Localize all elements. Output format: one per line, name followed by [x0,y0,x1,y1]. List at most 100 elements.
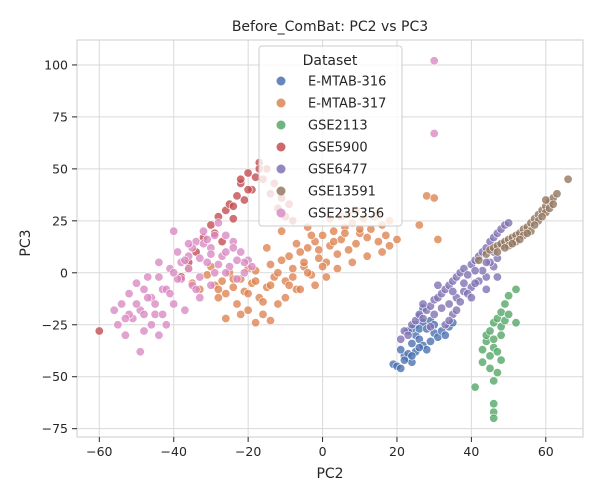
point-e-mtab-316 [396,363,406,373]
point-gse235356 [429,129,439,139]
point-gse2113 [496,307,506,317]
point-gse13591 [548,199,558,209]
legend-title: Dataset [303,53,358,69]
y-tick-label: −75 [42,421,68,436]
point-gse2113 [500,299,510,309]
point-e-mtab-317 [273,299,283,309]
y-tick-label: 100 [44,57,68,72]
legend-label-gse13591: GSE13591 [308,185,376,200]
point-e-mtab-316 [414,343,424,353]
legend-label-e-mtab-316: E-MTAB-316 [308,75,386,90]
point-gse2113 [496,330,506,340]
point-e-mtab-317 [251,318,261,328]
point-e-mtab-317 [236,309,246,319]
point-gse235356 [232,274,242,284]
point-gse13591 [474,255,484,265]
point-gse235356 [195,272,205,282]
point-e-mtab-317 [258,309,268,319]
point-e-mtab-317 [232,299,242,309]
point-gse235356 [180,305,190,315]
point-gse5900 [243,168,253,178]
chart-title: Before_ComBat: PC2 vs PC3 [232,19,428,35]
point-gse2113 [489,376,499,386]
point-gse13591 [530,220,540,230]
point-gse235356 [169,268,179,278]
point-e-mtab-317 [299,257,309,267]
point-e-mtab-317 [273,268,283,278]
point-gse235356 [247,262,257,272]
point-gse235356 [173,247,183,257]
x-tick-label: −60 [86,444,112,459]
point-gse13591 [541,195,551,205]
point-e-mtab-317 [329,237,339,247]
point-gse2113 [477,345,487,355]
point-e-mtab-317 [318,262,328,272]
point-gse2113 [477,357,487,367]
legend-label-gse6477: GSE6477 [308,163,368,178]
point-e-mtab-317 [288,264,298,274]
legend-marker-gse2113 [276,120,286,130]
point-gse13591 [522,228,532,238]
point-e-mtab-317 [351,239,361,249]
point-gse6477 [425,322,435,332]
point-gse6477 [429,309,439,319]
y-tick-label: −25 [42,317,68,332]
point-e-mtab-316 [422,345,432,355]
x-tick-label: −20 [235,444,261,459]
point-gse2113 [504,309,514,319]
point-e-mtab-317 [392,235,402,245]
point-gse5900 [228,214,238,224]
point-gse6477 [504,218,514,228]
point-gse2113 [485,326,495,336]
point-e-mtab-317 [277,255,287,265]
point-gse2113 [511,284,521,294]
point-gse6477 [437,303,447,313]
point-e-mtab-317 [362,251,372,261]
point-gse13591 [500,243,510,253]
point-gse5900 [94,326,104,336]
point-gse2113 [492,368,502,378]
point-e-mtab-317 [329,226,339,236]
point-gse235356 [165,289,175,299]
point-e-mtab-317 [265,280,275,290]
point-e-mtab-317 [314,253,324,263]
point-e-mtab-317 [429,193,439,203]
point-e-mtab-317 [310,280,320,290]
y-tick-label: 75 [52,109,68,124]
point-gse235356 [210,230,220,240]
point-e-mtab-317 [306,230,316,240]
point-e-mtab-316 [399,355,409,365]
point-gse235356 [139,309,149,319]
point-gse6477 [481,257,491,267]
point-e-mtab-317 [202,270,212,280]
point-gse235356 [143,293,153,303]
point-e-mtab-316 [396,345,406,355]
legend-marker-gse6477 [276,164,286,174]
point-gse2113 [485,351,495,361]
point-e-mtab-317 [332,249,342,259]
x-tick-label: 60 [538,444,554,459]
point-gse235356 [195,293,205,303]
point-gse5900 [236,174,246,184]
legend-label-gse2113: GSE2113 [308,119,368,134]
point-gse235356 [135,347,145,357]
point-e-mtab-317 [288,272,298,282]
x-axis-label: PC2 [316,466,343,482]
point-e-mtab-317 [291,239,301,249]
point-e-mtab-317 [243,289,253,299]
point-gse235356 [154,272,164,282]
point-gse5900 [228,201,238,211]
point-e-mtab-317 [258,297,268,307]
point-e-mtab-317 [303,268,313,278]
point-gse235356 [169,299,179,309]
legend-marker-gse235356 [276,208,286,218]
point-gse13591 [552,189,562,199]
point-gse2113 [496,355,506,365]
point-gse6477 [448,286,458,296]
point-e-mtab-317 [344,245,354,255]
point-e-mtab-317 [251,276,261,286]
point-gse5900 [243,185,253,195]
point-gse235356 [158,309,168,319]
point-e-mtab-317 [433,235,443,245]
